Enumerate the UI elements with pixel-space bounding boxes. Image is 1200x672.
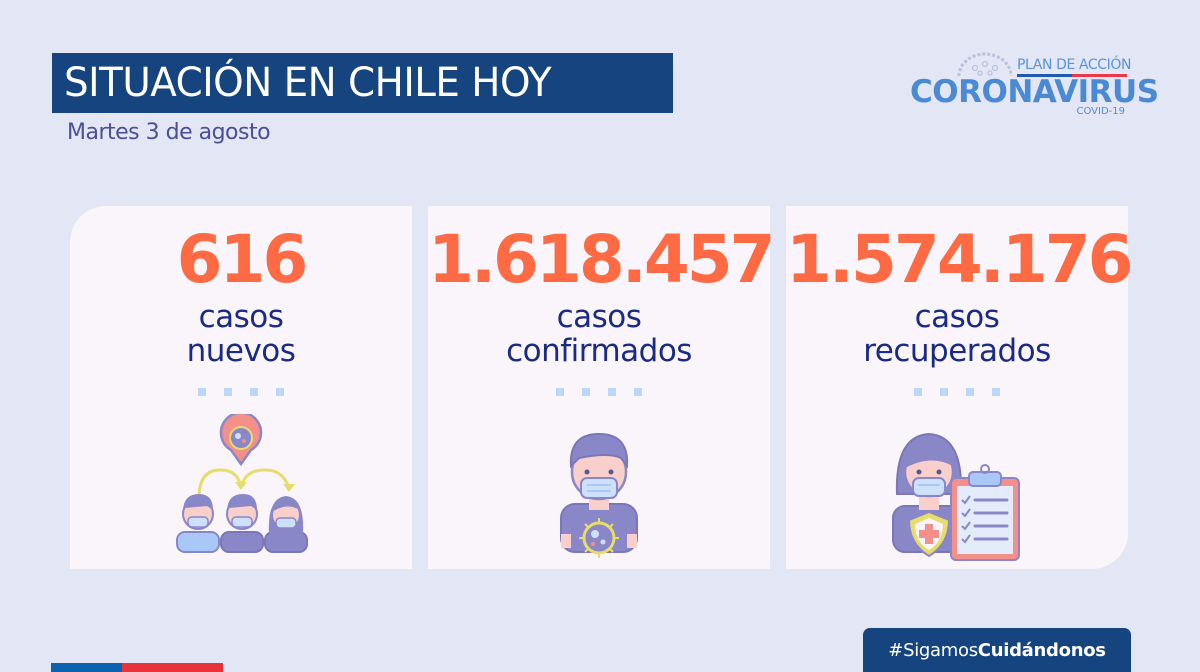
stat-card-confirmed-cases: 1.618.457 casos confirmados (428, 206, 776, 569)
stat-label-line1: casos (556, 299, 642, 335)
hashtag-banner: #Sigamos Cuidándonos (863, 628, 1131, 672)
stat-value: 1.618.457 (428, 221, 776, 298)
flag-red-segment (122, 663, 223, 672)
stat-label-line2: recuperados (863, 333, 1051, 369)
stat-label-line2: nuevos (186, 333, 296, 369)
virus-dome-icon (957, 52, 1013, 77)
date-label: Martes 3 de agosto (67, 120, 271, 145)
stat-label-line1: casos (914, 299, 1000, 335)
logo-coronavirus-text: CORONAVIRUS (910, 74, 1159, 110)
stat-card-new-cases: 616 casos nuevos (70, 206, 412, 569)
infected-person-icon (560, 432, 638, 558)
stat-label: casos nuevos (70, 300, 412, 368)
page-title: SITUACIÓN EN CHILE HOY (64, 60, 552, 106)
stat-card-recovered-cases: 1.574.176 casos recuperados (786, 206, 1134, 569)
logo-covid-text: COVID-19 (1076, 106, 1125, 117)
coronavirus-plan-logo: PLAN DE ACCIÓN CORONAVIRUS COVID-19 (905, 52, 1159, 122)
stat-value: 1.574.176 (786, 221, 1134, 298)
dots-divider (70, 388, 412, 396)
flag-blue-segment (51, 663, 122, 672)
dots-divider (428, 388, 770, 396)
stat-value: 616 (176, 221, 309, 298)
stat-label-line1: casos (198, 299, 284, 335)
stat-label-line2: confirmados (506, 333, 692, 369)
stat-label: casos confirmados (428, 300, 770, 368)
contagion-spread-icon (176, 414, 308, 553)
stat-label: casos recuperados (786, 300, 1128, 368)
hashtag-regular: #Sigamos (888, 639, 978, 661)
dots-divider (786, 388, 1128, 396)
recovered-person-clipboard-icon (892, 432, 1020, 561)
title-banner: SITUACIÓN EN CHILE HOY (52, 53, 673, 113)
hashtag-bold: Cuidándonos (977, 639, 1106, 661)
logo-flag-line (1017, 74, 1127, 77)
logo-plan-text: PLAN DE ACCIÓN (1017, 57, 1132, 73)
chile-flag-stripe (51, 663, 223, 672)
